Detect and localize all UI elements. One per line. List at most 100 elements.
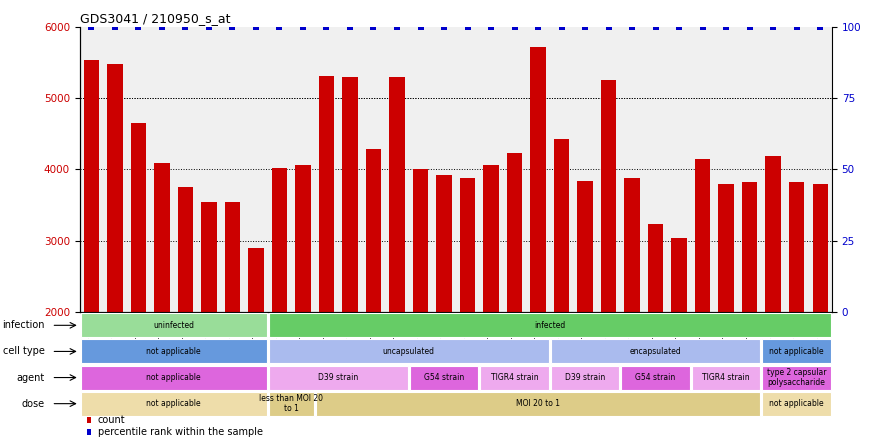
Bar <box>413 170 428 444</box>
Text: D39 strain: D39 strain <box>565 373 605 382</box>
FancyBboxPatch shape <box>550 365 620 389</box>
Point <box>273 23 287 30</box>
Point <box>507 23 521 30</box>
Text: percentile rank within the sample: percentile rank within the sample <box>98 427 263 437</box>
Point <box>602 23 616 30</box>
Point <box>296 23 310 30</box>
FancyBboxPatch shape <box>269 392 314 416</box>
Text: dose: dose <box>21 399 44 408</box>
FancyBboxPatch shape <box>81 365 266 389</box>
Text: uninfected: uninfected <box>153 321 194 330</box>
FancyBboxPatch shape <box>81 313 266 337</box>
Bar <box>201 202 217 444</box>
Point <box>108 23 122 30</box>
Point <box>625 23 639 30</box>
Bar <box>577 181 593 444</box>
Point <box>460 23 474 30</box>
Text: count: count <box>98 415 126 425</box>
Bar <box>530 48 546 444</box>
Point <box>484 23 498 30</box>
Bar <box>107 64 122 444</box>
Bar <box>436 175 451 444</box>
Text: TIGR4 strain: TIGR4 strain <box>490 373 538 382</box>
Text: MOI 20 to 1: MOI 20 to 1 <box>516 399 560 408</box>
FancyBboxPatch shape <box>81 392 266 416</box>
FancyBboxPatch shape <box>269 313 831 337</box>
FancyBboxPatch shape <box>481 365 549 389</box>
Bar <box>648 224 663 444</box>
Bar <box>366 150 381 444</box>
Text: GDS3041 / 210950_s_at: GDS3041 / 210950_s_at <box>80 12 230 25</box>
Text: G54 strain: G54 strain <box>424 373 464 382</box>
Text: TIGR4 strain: TIGR4 strain <box>703 373 750 382</box>
Text: not applicable: not applicable <box>146 373 201 382</box>
FancyBboxPatch shape <box>410 365 478 389</box>
Point <box>179 23 193 30</box>
Point <box>766 23 781 30</box>
Point <box>84 23 98 30</box>
Point <box>342 23 357 30</box>
Bar <box>87 429 91 435</box>
Bar <box>625 178 640 444</box>
Bar <box>789 182 804 444</box>
Text: not applicable: not applicable <box>146 399 201 408</box>
Bar <box>812 184 827 444</box>
FancyBboxPatch shape <box>316 392 760 416</box>
Bar <box>84 60 99 444</box>
Point <box>390 23 404 30</box>
Point <box>719 23 733 30</box>
FancyBboxPatch shape <box>269 365 408 389</box>
Point <box>813 23 827 30</box>
Text: not applicable: not applicable <box>769 399 824 408</box>
Bar <box>483 165 498 444</box>
Point <box>319 23 334 30</box>
FancyBboxPatch shape <box>762 365 831 389</box>
Text: encapsulated: encapsulated <box>630 347 681 356</box>
Bar <box>742 182 758 444</box>
Bar <box>695 159 711 444</box>
Point <box>202 23 216 30</box>
FancyBboxPatch shape <box>621 365 690 389</box>
Text: type 2 capsular
polysaccharide: type 2 capsular polysaccharide <box>767 368 827 387</box>
Point <box>743 23 757 30</box>
Point <box>437 23 451 30</box>
FancyBboxPatch shape <box>692 365 760 389</box>
Point <box>249 23 263 30</box>
Bar <box>389 77 404 444</box>
Bar <box>601 80 616 444</box>
Point <box>413 23 427 30</box>
Bar <box>272 168 287 444</box>
Point <box>531 23 545 30</box>
Point <box>366 23 381 30</box>
Text: agent: agent <box>16 373 44 383</box>
Text: not applicable: not applicable <box>769 347 824 356</box>
Bar <box>342 77 358 444</box>
Bar <box>766 156 781 444</box>
Bar <box>672 238 687 444</box>
Bar <box>225 202 240 444</box>
Text: not applicable: not applicable <box>146 347 201 356</box>
FancyBboxPatch shape <box>550 339 760 364</box>
FancyBboxPatch shape <box>762 392 831 416</box>
Bar <box>719 184 734 444</box>
Point <box>555 23 569 30</box>
Point <box>696 23 710 30</box>
Point <box>578 23 592 30</box>
Text: infected: infected <box>535 321 566 330</box>
Text: infection: infection <box>2 320 44 330</box>
Bar <box>154 163 170 444</box>
Text: D39 strain: D39 strain <box>318 373 358 382</box>
Point <box>131 23 145 30</box>
FancyBboxPatch shape <box>269 339 549 364</box>
FancyBboxPatch shape <box>81 339 266 364</box>
Bar <box>319 76 335 444</box>
Bar <box>296 165 311 444</box>
Bar <box>131 123 146 444</box>
Text: less than MOI 20
to 1: less than MOI 20 to 1 <box>259 394 323 413</box>
Point <box>672 23 686 30</box>
Point <box>155 23 169 30</box>
Bar <box>249 248 264 444</box>
Bar <box>87 417 91 423</box>
Text: cell type: cell type <box>3 346 44 357</box>
Point <box>789 23 804 30</box>
